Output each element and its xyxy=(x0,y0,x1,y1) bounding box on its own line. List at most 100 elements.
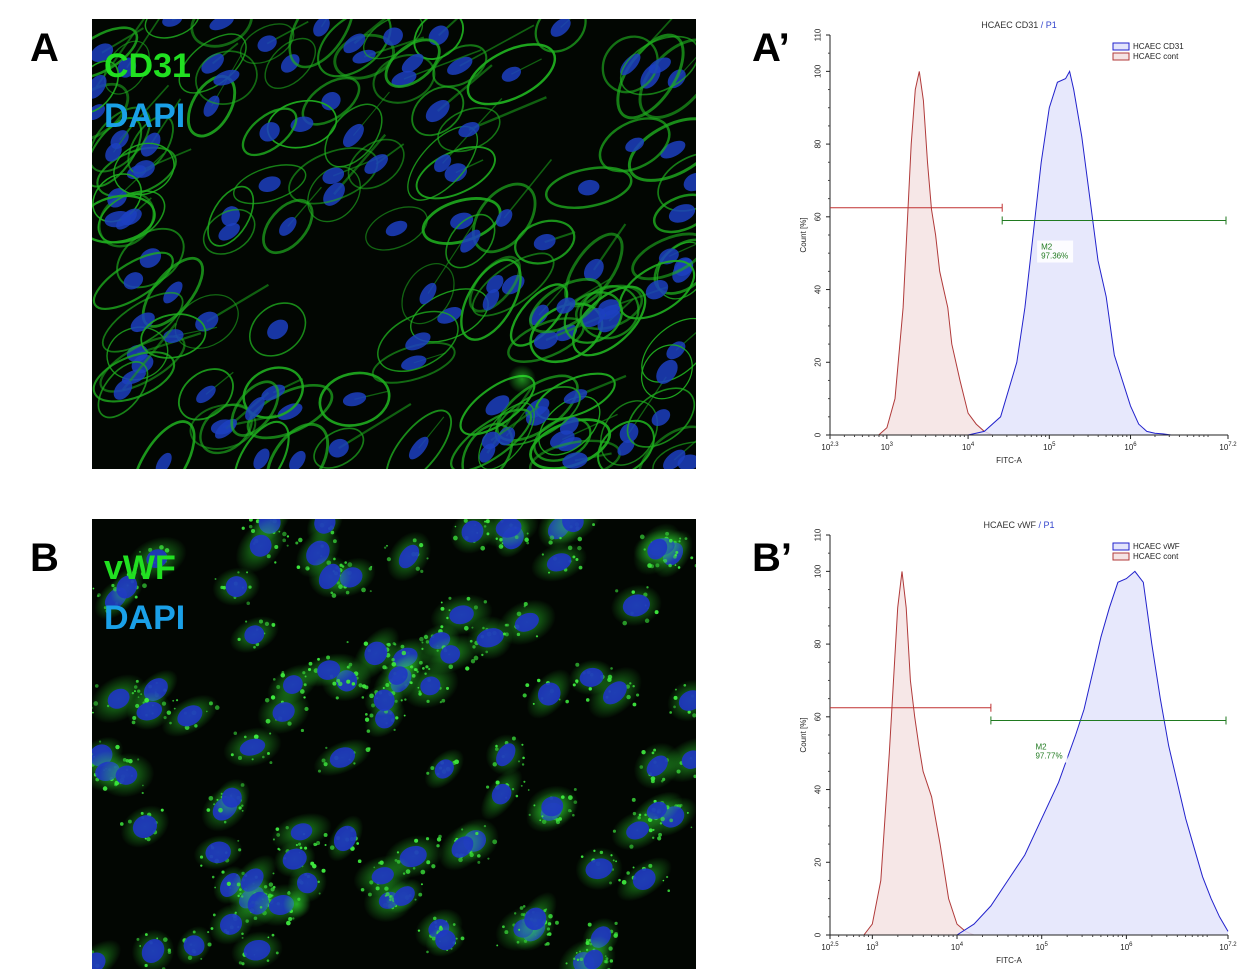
x-axis-label: FITC-A xyxy=(996,456,1022,465)
granule xyxy=(206,711,208,713)
granule xyxy=(267,554,271,558)
nucleus xyxy=(532,231,558,253)
legend-entry: HCAEC vWF xyxy=(1133,542,1180,551)
nucleus xyxy=(339,120,368,151)
granule xyxy=(580,958,583,961)
nucleus xyxy=(652,356,682,388)
granule xyxy=(575,558,578,561)
granule xyxy=(505,624,508,627)
granule xyxy=(685,537,688,540)
granule xyxy=(194,724,197,727)
y-tick-label: 0 xyxy=(814,932,823,937)
granule xyxy=(589,687,592,690)
panel-letter-b-prime: B’ xyxy=(752,538,792,578)
granule xyxy=(238,848,241,851)
granule xyxy=(573,683,576,686)
granule xyxy=(244,736,247,739)
granule xyxy=(433,917,437,921)
granule xyxy=(268,937,270,939)
granule xyxy=(302,671,305,674)
granule xyxy=(496,944,498,946)
granule xyxy=(608,675,612,679)
granule xyxy=(286,921,291,926)
granule xyxy=(629,845,633,849)
granule xyxy=(471,659,475,663)
granule xyxy=(690,556,693,559)
granule xyxy=(242,810,244,812)
granule xyxy=(237,895,239,897)
granule xyxy=(144,698,149,703)
granule xyxy=(279,849,281,851)
granule xyxy=(647,563,652,568)
granule xyxy=(471,627,473,629)
granule xyxy=(132,716,136,720)
granule xyxy=(439,926,442,929)
granule xyxy=(675,551,678,554)
granule xyxy=(273,872,275,874)
granule xyxy=(648,864,652,868)
granule xyxy=(395,716,398,719)
granule xyxy=(404,698,406,700)
legend-entry: HCAEC CD31 xyxy=(1133,42,1184,51)
granule xyxy=(542,553,544,555)
granule xyxy=(253,646,256,649)
granule xyxy=(213,803,215,805)
granule xyxy=(448,597,451,600)
granule xyxy=(317,658,320,661)
legend-swatch xyxy=(1113,43,1129,50)
granule xyxy=(136,680,139,683)
granule xyxy=(646,586,648,588)
granule xyxy=(93,588,95,590)
granule xyxy=(581,855,584,858)
granule xyxy=(237,571,239,573)
granule xyxy=(615,589,618,592)
granule xyxy=(276,833,280,837)
y-tick-label: 80 xyxy=(814,639,823,648)
granule xyxy=(338,584,343,589)
granule xyxy=(421,883,423,885)
granule xyxy=(387,557,391,561)
granule xyxy=(586,698,590,702)
x-tick-exponent: 6 xyxy=(1129,942,1133,948)
granule xyxy=(254,916,258,920)
granule xyxy=(222,586,226,590)
x-tick-label: 107.2 xyxy=(1219,442,1237,452)
granule xyxy=(252,758,254,760)
y-tick-label: 40 xyxy=(814,285,823,294)
granule xyxy=(305,566,309,570)
granule xyxy=(295,542,298,545)
granule xyxy=(419,543,423,547)
granule xyxy=(645,619,649,623)
granule xyxy=(641,750,645,754)
granule xyxy=(622,880,627,885)
marker-percent: 97.77% xyxy=(1035,752,1062,761)
granule xyxy=(318,770,321,773)
granule xyxy=(241,872,244,875)
micrograph-vwf: vWF DAPI xyxy=(92,519,696,969)
granule xyxy=(687,812,689,814)
granule xyxy=(523,781,525,783)
nucleus xyxy=(275,400,305,424)
stain-label-dapi-a: DAPI xyxy=(104,99,185,133)
granule xyxy=(449,609,451,611)
panel-letter-b: B xyxy=(30,538,59,578)
granule xyxy=(428,668,430,670)
granule xyxy=(246,571,248,573)
granule xyxy=(522,757,525,760)
granule xyxy=(238,638,241,641)
granule xyxy=(548,572,550,574)
granule xyxy=(308,668,311,671)
granule xyxy=(537,679,540,682)
granule xyxy=(472,645,475,648)
granule xyxy=(248,585,251,588)
granule xyxy=(361,588,366,593)
nucleus xyxy=(325,435,352,461)
granule xyxy=(325,747,327,749)
granule xyxy=(426,772,429,775)
x-tick-label: 104 xyxy=(951,942,964,952)
granule xyxy=(413,538,417,542)
x-tick-exponent: 5 xyxy=(1052,442,1056,448)
granule xyxy=(521,744,523,746)
granule xyxy=(304,683,306,685)
granule xyxy=(426,557,428,559)
